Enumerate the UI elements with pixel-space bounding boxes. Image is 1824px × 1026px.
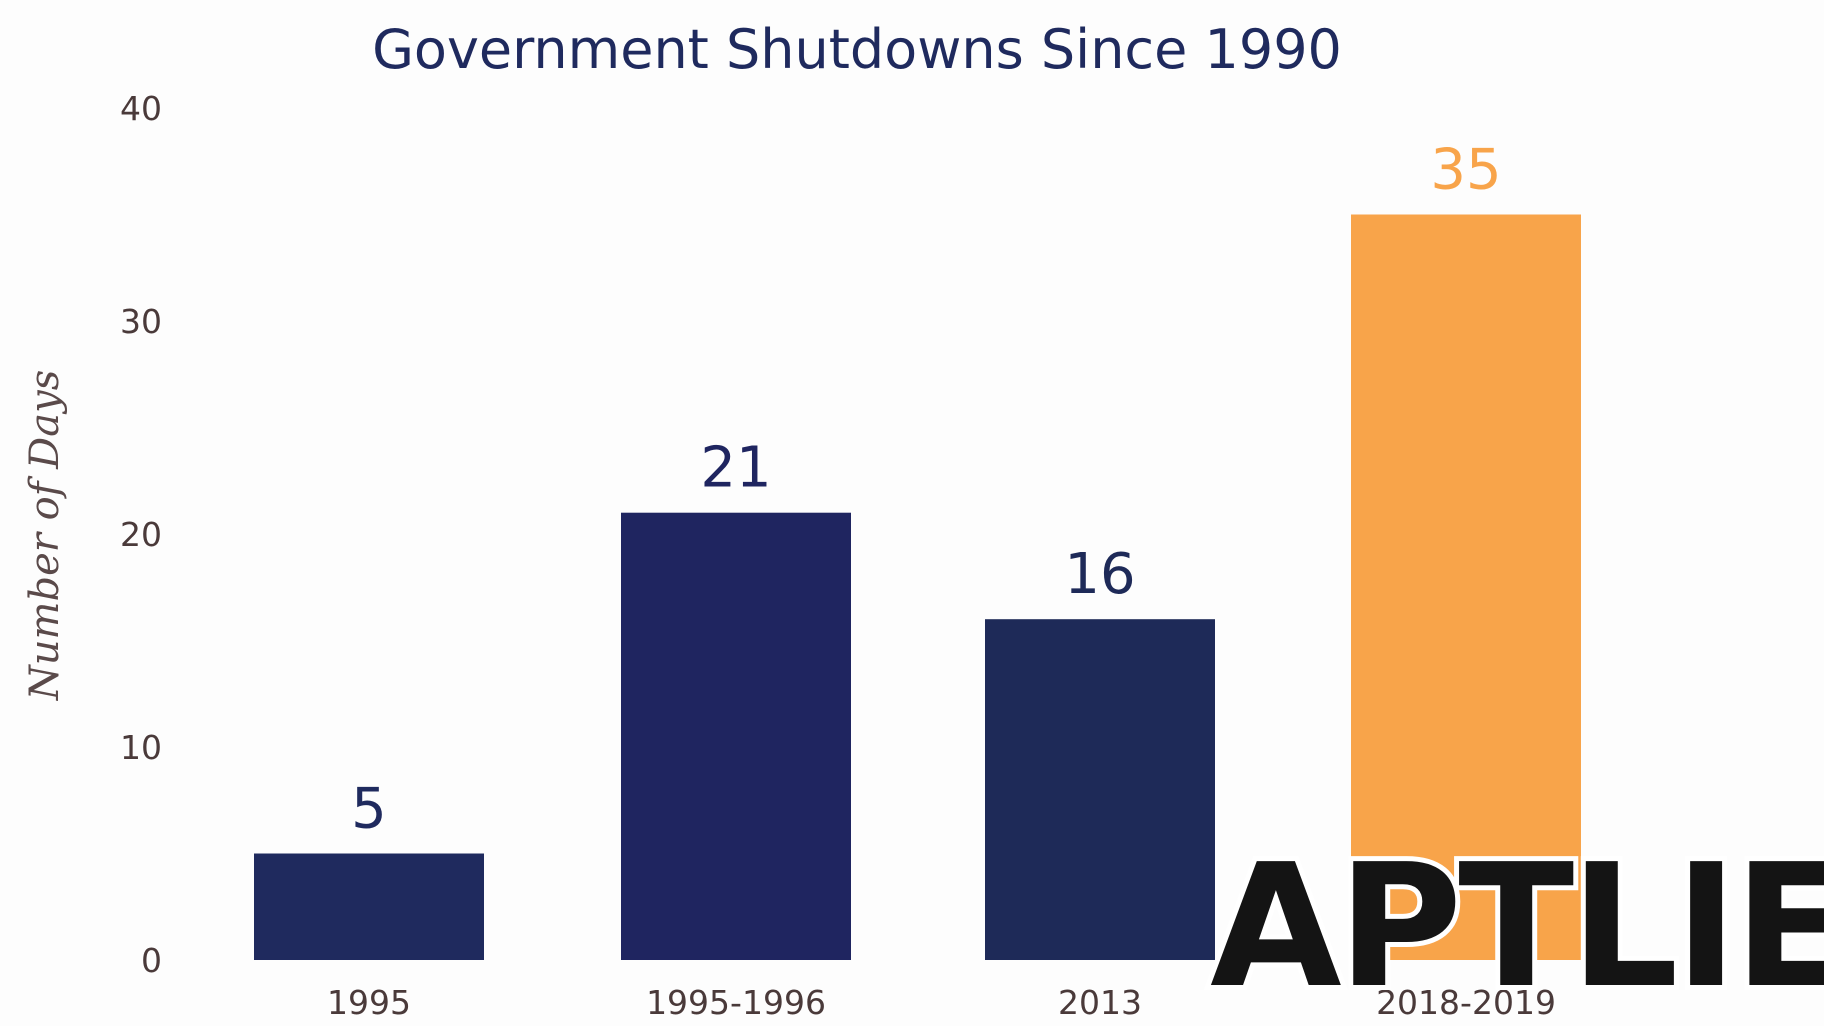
value-label-1995-1996: 21 — [700, 436, 771, 501]
bar-1995-1996 — [621, 512, 851, 960]
value-label-2013: 16 — [1064, 542, 1135, 607]
x-tick-label: 2018-2019 — [1376, 983, 1556, 1022]
x-axis-labels: 1995 1995-1996 2013 2018-2019 — [327, 983, 1556, 1022]
watermark-logo: APTLIE — [1210, 828, 1824, 1026]
chart-title: Government Shutdowns Since 1990 — [372, 18, 1342, 81]
y-tick-label: 10 — [120, 728, 162, 767]
x-tick-label: 1995 — [327, 983, 411, 1022]
x-tick-label: 2013 — [1058, 983, 1142, 1022]
y-tick-label: 0 — [141, 941, 162, 980]
y-tick-label: 40 — [120, 89, 162, 128]
bar-2013 — [985, 619, 1215, 960]
bar-2018-2019 — [1351, 214, 1581, 960]
y-axis-label: Number of Days — [22, 370, 68, 701]
bar-group: 5 21 16 35 — [254, 138, 1581, 960]
value-label-1995: 5 — [351, 777, 387, 842]
y-axis-ticks: 0 10 20 30 40 — [120, 89, 162, 980]
y-tick-label: 30 — [120, 302, 162, 341]
bar-1995 — [254, 853, 484, 960]
value-label-2018-2019: 35 — [1430, 138, 1501, 203]
y-tick-label: 20 — [120, 515, 162, 554]
x-tick-label: 1995-1996 — [646, 983, 826, 1022]
